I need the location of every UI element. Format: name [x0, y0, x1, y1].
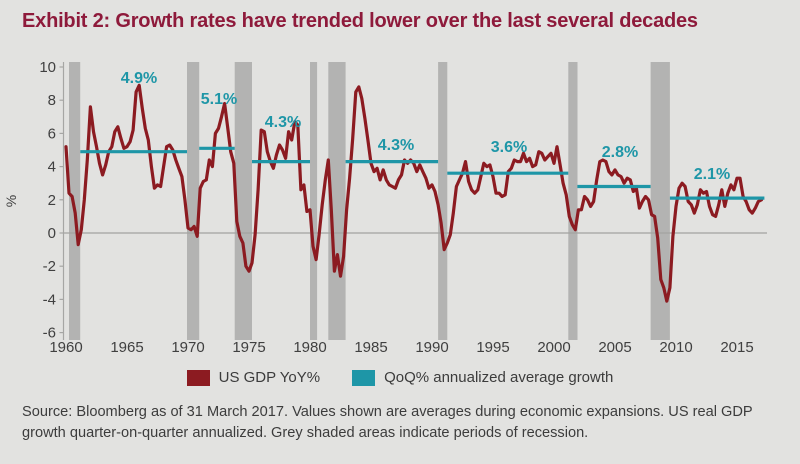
recession-band [650, 62, 670, 340]
source-note: Source: Bloomberg as of 31 March 2017. V… [22, 404, 753, 442]
legend-item-average: QoQ% annualized average growth [352, 369, 613, 386]
expansion-average-label: 2.1% [694, 166, 730, 183]
chart-svg: 10 8 6 4 2 0 -2 -4 -6% 4.9% 5.1% 4.3% 4.3% 3.6% 2.8% 2.… [3, 59, 767, 356]
x-tick-label: 2015 [720, 339, 753, 356]
expansion-average-label: 4.3% [265, 114, 301, 131]
y-tick-label: 2 [48, 192, 56, 209]
x-tick-label: 1960 [49, 339, 82, 356]
x-tick-label: 1975 [232, 339, 265, 356]
chart-title: Exhibit 2: Growth rates have trended low… [22, 10, 698, 32]
x-tick-label: 2000 [537, 339, 570, 356]
x-tick-label: 1980 [293, 339, 326, 356]
y-tick-label: -4 [43, 291, 56, 308]
recession-band [568, 62, 578, 340]
expansion-average-label: 2.8% [602, 144, 638, 161]
expansion-average-label: 5.1% [201, 91, 237, 108]
x-tick-label: 1970 [171, 339, 204, 356]
x-tick-label: 1990 [415, 339, 448, 356]
y-tick-label: 10 [39, 59, 56, 76]
expansion-average-label: 4.3% [378, 137, 414, 154]
gdp-line [64, 83, 764, 303]
y-tick-label: 6 [48, 125, 56, 142]
recession-band [310, 62, 318, 340]
recession-band [69, 62, 81, 340]
x-tick-label: 2010 [659, 339, 692, 356]
average-line-swatch [352, 369, 376, 386]
expansion-average-label: 3.6% [491, 139, 527, 156]
legend-item-gdp: US GDP YoY% [186, 369, 321, 386]
y-axis-title: % [3, 195, 19, 207]
y-tick-label: -2 [43, 258, 56, 275]
x-tick-label: 1965 [110, 339, 143, 356]
x-tick-label: 1985 [354, 339, 387, 356]
x-tick-label: 1995 [476, 339, 509, 356]
y-tick-label: 0 [48, 225, 56, 242]
gdp-line-swatch [186, 369, 210, 386]
y-tick-label: 8 [48, 92, 56, 109]
x-tick-label: 2005 [598, 339, 631, 356]
recession-band [438, 62, 448, 340]
y-tick-label: -6 [43, 325, 56, 342]
recession-band [187, 62, 200, 340]
expansion-average-label: 4.9% [121, 70, 157, 87]
legend-label-gdp: US GDP YoY% [218, 369, 321, 386]
y-tick-label: 4 [48, 159, 56, 176]
legend-label-average: QoQ% annualized average growth [384, 369, 614, 386]
chart-legend: US GDP YoY% QoQ% annualized average grow… [0, 369, 800, 386]
